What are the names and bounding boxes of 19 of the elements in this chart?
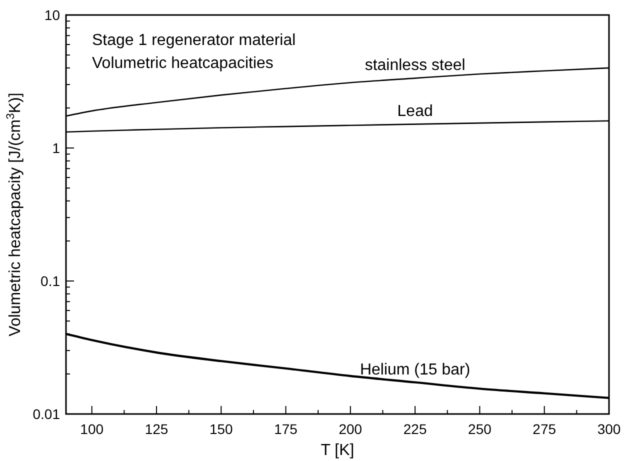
x-tick-label: 125 xyxy=(144,421,168,437)
x-tick-label: 200 xyxy=(338,421,362,437)
annotation: Stage 1 regenerator material xyxy=(92,32,296,49)
x-tick-label: 175 xyxy=(274,421,298,437)
x-axis-title: T [K] xyxy=(320,442,354,459)
x-tick-label: 225 xyxy=(403,421,427,437)
y-tick-label: 10 xyxy=(44,7,60,23)
series-label: Lead xyxy=(397,103,433,120)
x-tick-label: 100 xyxy=(80,421,104,437)
x-tick-label: 300 xyxy=(597,421,621,437)
series-label: Helium (15 bar) xyxy=(360,361,470,378)
annotation: Volumetric heatcapacities xyxy=(92,55,274,72)
series-label: stainless steel xyxy=(364,57,466,74)
x-tick-label: 150 xyxy=(209,421,234,437)
y-tick-label: 0.01 xyxy=(32,406,60,422)
y-tick-label: 1 xyxy=(52,140,60,156)
x-tick-label: 250 xyxy=(468,421,492,437)
x-tick-label: 275 xyxy=(532,421,556,437)
y-tick-label: 0.1 xyxy=(40,273,60,289)
